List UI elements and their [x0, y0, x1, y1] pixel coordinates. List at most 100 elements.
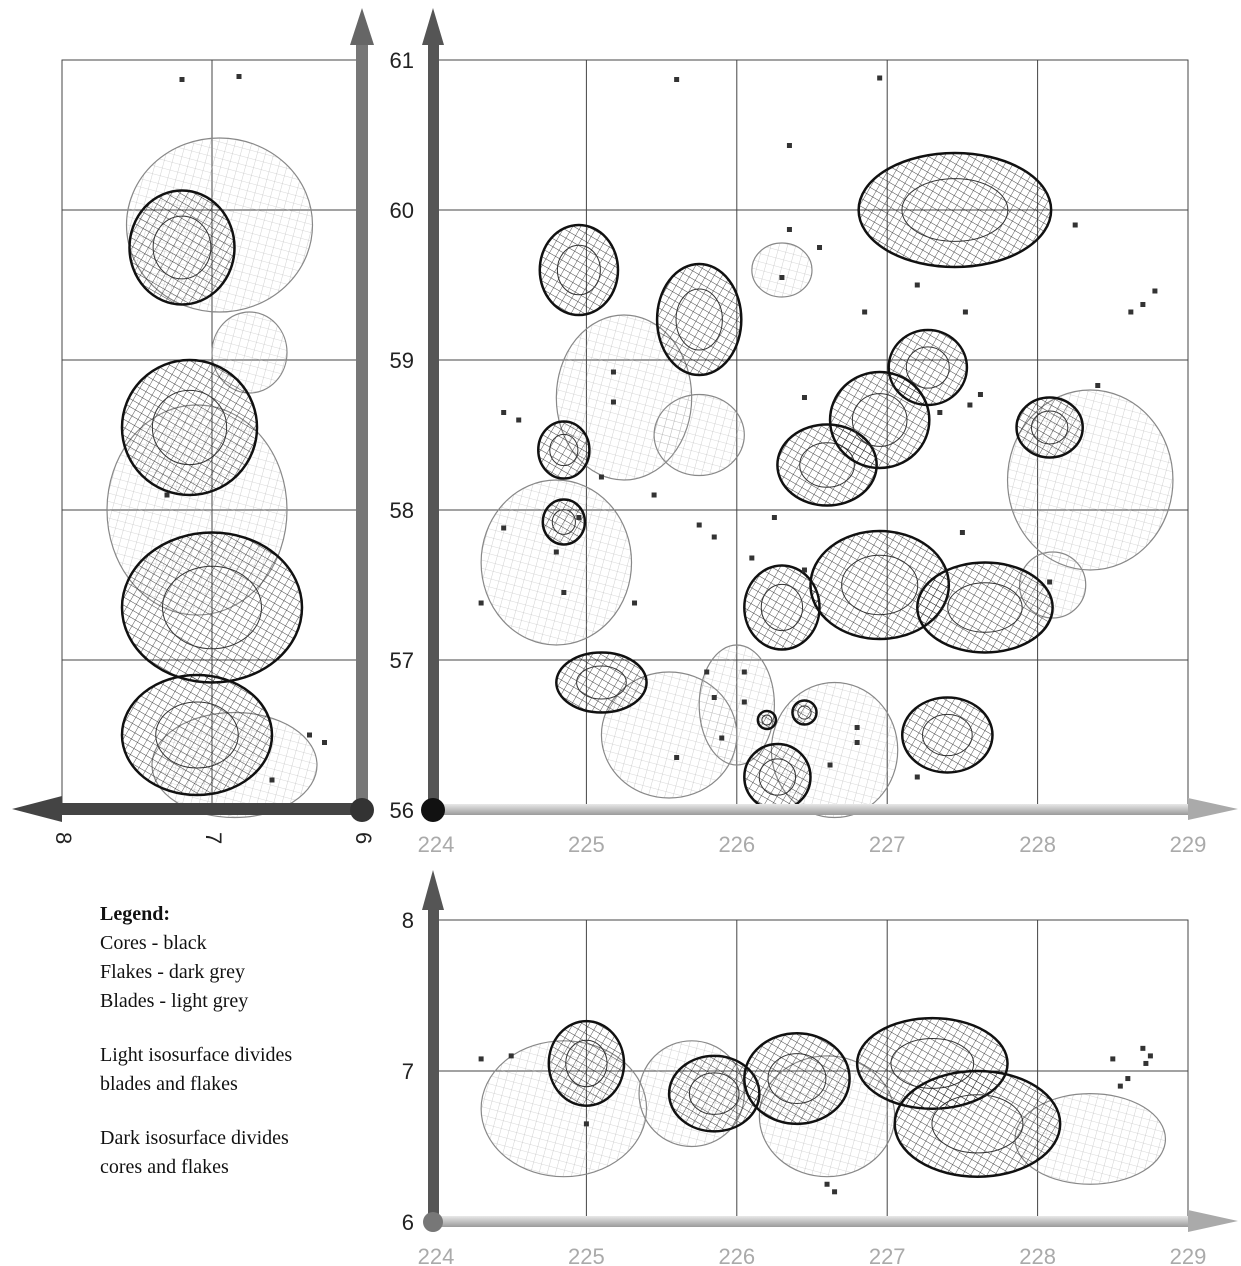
bottom-y-tick-label: 7	[402, 1059, 414, 1084]
artefact-point	[1140, 1045, 1146, 1051]
left-x-tick-label: 7	[201, 832, 226, 844]
artefact-point	[696, 522, 702, 528]
core-isosurface-ring	[761, 714, 773, 726]
artefact-point	[937, 410, 943, 415]
main-y-axis-arrowhead	[422, 8, 444, 45]
artefact-point	[269, 777, 275, 783]
bottom-x-tick-label: 229	[1170, 1244, 1207, 1266]
core-isosurface	[538, 223, 620, 317]
core-isosurface	[828, 370, 931, 470]
legend-note-dark-line1: Dark isosurface divides	[100, 1127, 289, 1149]
core-isosurface	[756, 709, 778, 731]
blade-isosurface	[653, 393, 745, 477]
artefact-point	[516, 417, 522, 423]
artefact-point	[553, 549, 559, 555]
bottom-plot-panel: 224 225 226 227 228 229 6 7 8	[402, 908, 1207, 1266]
blade-isosurface	[698, 644, 776, 766]
artefact-point	[711, 534, 717, 540]
artefact-point	[1147, 1053, 1153, 1059]
core-isosurface-ring	[556, 244, 601, 296]
bottom-y-axis-arrowhead	[422, 870, 444, 910]
main-y-axis-shaft	[428, 40, 439, 810]
core-isosurface	[547, 1019, 626, 1107]
artefact-point	[322, 740, 327, 745]
main-y-tick-label: 57	[390, 648, 414, 673]
artefact-point	[1125, 1076, 1131, 1082]
core-isosurface	[743, 1032, 851, 1126]
artefact-point	[561, 590, 567, 595]
artefact-point	[741, 669, 747, 675]
core-isosurface	[120, 673, 274, 797]
left-y-axis-arrowhead	[350, 8, 374, 45]
artefact-point	[824, 1181, 830, 1187]
core-isosurface-ring	[565, 1039, 608, 1088]
artefact-point	[771, 515, 777, 520]
bottom-x-tick-label: 227	[869, 1244, 906, 1266]
left-x-tick-label: 8	[51, 832, 76, 844]
main-x-tick-label: 225	[568, 832, 605, 857]
core-isosurface-ring	[931, 1094, 1024, 1154]
artefact-point	[307, 732, 312, 738]
core-isosurface-ring	[1030, 410, 1069, 445]
core-isosurface-ring	[551, 509, 576, 535]
legend-item-flakes: Flakes - dark grey	[100, 961, 245, 983]
axis-arrows	[12, 8, 1238, 1232]
main-y-tick-label: 58	[390, 498, 414, 523]
bottom-x-tick-label: 228	[1019, 1244, 1056, 1266]
main-x-tick-label: 227	[869, 832, 906, 857]
core-isosurface	[893, 1069, 1062, 1178]
core-isosurface	[120, 531, 304, 684]
artefact-point	[854, 740, 860, 745]
core-isosurface	[916, 561, 1054, 654]
core-isosurface-ring	[841, 554, 919, 616]
artefact-point	[478, 600, 484, 606]
core-isosurface	[1015, 396, 1084, 459]
legend-item-cores: Cores - black	[100, 932, 207, 954]
core-isosurface-ring	[155, 701, 239, 769]
artefact-point	[877, 75, 883, 81]
main-x-tick-label: 226	[718, 832, 755, 857]
core-isosurface-ring	[758, 758, 797, 796]
artefact-point	[610, 369, 616, 375]
main-x-axis-shaft	[434, 804, 1192, 815]
core-isosurface-ring	[152, 215, 212, 280]
artefact-point	[704, 669, 710, 675]
core-isosurface-ring	[151, 389, 228, 466]
core-isosurface	[655, 262, 743, 377]
artefact-point	[179, 77, 185, 82]
core-isosurface-ring	[760, 583, 804, 632]
main-origin-dot	[421, 798, 445, 822]
core-isosurface-ring	[576, 665, 627, 700]
artefact-point	[598, 474, 604, 480]
artefact-point	[236, 74, 242, 79]
artefact-point	[977, 392, 983, 397]
blade-isosurface	[751, 242, 813, 298]
artefact-point	[854, 725, 860, 730]
core-isosurface	[900, 696, 994, 774]
artefact-point	[1140, 302, 1146, 307]
artefact-point	[962, 309, 968, 315]
main-y-tick-label: 61	[390, 48, 414, 73]
core-isosurface-ring	[675, 288, 723, 351]
artefact-point	[501, 525, 507, 531]
core-isosurface-ring	[922, 713, 973, 757]
left-plot-panel: 8 7 6	[51, 59, 376, 844]
core-isosurface	[743, 742, 812, 812]
bottom-x-axis-shaft	[434, 1216, 1192, 1227]
artefact-point	[786, 227, 792, 232]
core-isosurface	[537, 420, 591, 480]
artefact-point	[576, 515, 582, 520]
artefact-point	[651, 492, 657, 498]
artefact-point	[786, 143, 792, 148]
left-x-tick-label: 6	[351, 832, 376, 844]
artefact-point	[914, 774, 920, 780]
legend: Legend: Cores - black Flakes - dark grey…	[100, 900, 400, 1182]
artefact-point	[1152, 288, 1158, 294]
artefact-point	[632, 600, 638, 606]
artefact-point	[674, 755, 680, 760]
core-isosurface	[791, 699, 818, 726]
artefact-point	[862, 309, 868, 315]
main-plot-panel: 224 225 226 227 228 229 56 57 58 59 60 61	[390, 48, 1207, 857]
artefact-point	[817, 245, 823, 250]
